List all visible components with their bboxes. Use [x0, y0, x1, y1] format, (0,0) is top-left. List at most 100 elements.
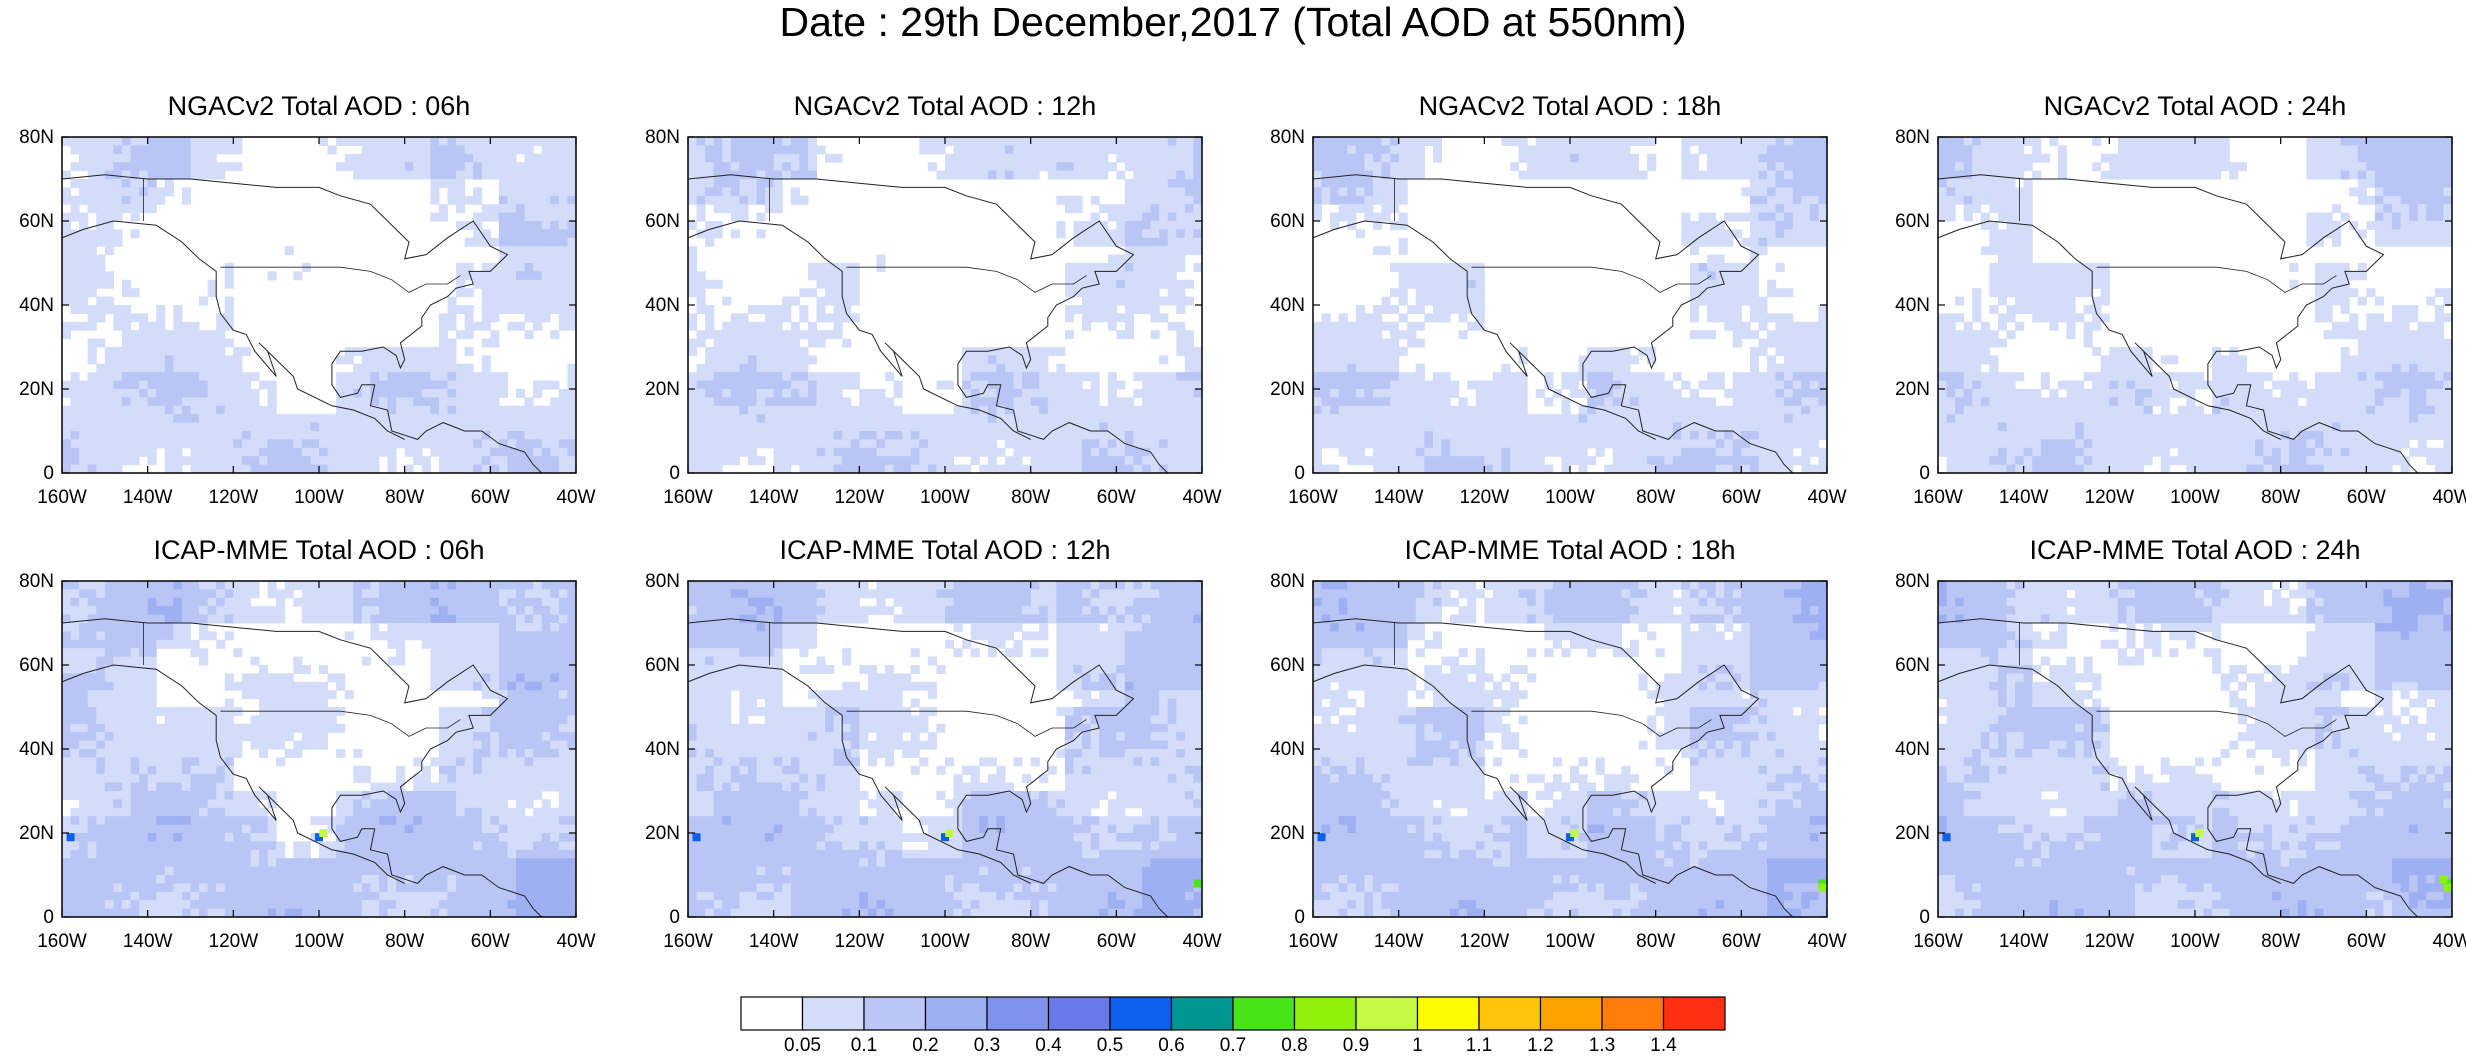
lat-tick-label: 0 [43, 907, 54, 928]
lat-tick-label: 0 [1919, 907, 1930, 928]
panel-title: NGACv2 Total AOD : 12h [793, 91, 1097, 121]
coastline [1313, 220, 1656, 440]
lon-tick-label: 160W [663, 931, 713, 952]
colorbar-box [1478, 996, 1542, 1031]
border-line [220, 266, 461, 293]
colorbar-label: 0.2 [912, 1035, 939, 1056]
colorbar-box [1232, 996, 1296, 1031]
figure-title: Date : 29th December,2017 (Total AOD at … [779, 0, 1687, 45]
lat-tick-label: 40N [1270, 295, 1305, 316]
lat-tick-label: 80N [1270, 571, 1305, 592]
lat-tick-label: 0 [1294, 907, 1305, 928]
lon-tick-label: 80W [1011, 487, 1050, 508]
lat-tick-label: 0 [669, 463, 680, 484]
lon-tick-label: 100W [2170, 931, 2220, 952]
coastline [1938, 174, 2419, 473]
lon-tick-label: 120W [1460, 487, 1510, 508]
border-line [846, 710, 1087, 737]
lat-tick-label: 60N [645, 655, 680, 676]
coastline [1313, 618, 1794, 917]
colorbar-label: 1.4 [1650, 1035, 1677, 1056]
map-panel: 80N 60N 40N 20N 0 160W 140W 120W 100W 80W 60W 40W [1895, 571, 2466, 952]
aod-field [62, 581, 576, 917]
lon-tick-label: 60W [471, 487, 510, 508]
border-line [2096, 710, 2337, 737]
colorbar-label: 0.6 [1158, 1035, 1185, 1056]
lat-tick-label: 20N [1895, 379, 1930, 400]
colorbar-box [1662, 996, 1726, 1031]
lat-tick-label: 20N [1895, 823, 1930, 844]
lat-tick-label: 80N [645, 571, 680, 592]
map-panel: 80N 60N 40N 20N 0 160W 140W 120W 100W 80W 60W 40W [645, 127, 1221, 508]
lon-tick-label: 80W [385, 487, 424, 508]
colorbar-box [1170, 996, 1234, 1031]
lon-tick-label: 120W [209, 931, 259, 952]
border-line [846, 266, 1087, 293]
aod-field [1313, 137, 1827, 473]
lon-tick-label: 100W [920, 931, 970, 952]
colorbar-label: 1.1 [1465, 1035, 1493, 1056]
lon-tick-label: 160W [663, 487, 713, 508]
lon-tick-label: 140W [1999, 487, 2049, 508]
lon-tick-label: 160W [1288, 931, 1338, 952]
colorbar-label: 0.9 [1342, 1035, 1370, 1056]
lat-tick-label: 20N [1270, 379, 1305, 400]
border-line [1471, 710, 1712, 737]
lon-tick-label: 80W [385, 931, 424, 952]
map-panel: 80N 60N 40N 20N 0 160W 140W 120W 100W 80W 60W 40W [19, 127, 595, 508]
aod-field [1938, 137, 2452, 473]
lon-tick-label: 120W [835, 931, 885, 952]
aod-field [688, 137, 1202, 473]
lat-tick-label: 80N [19, 571, 54, 592]
lat-tick-label: 80N [1895, 571, 1930, 592]
lon-tick-label: 80W [1636, 487, 1675, 508]
panel-title: NGACv2 Total AOD : 24h [2043, 91, 2347, 121]
map-panel: 80N 60N 40N 20N 0 160W 140W 120W 100W 80W 60W 40W [1270, 127, 1846, 508]
colorbar-label: 0.5 [1096, 1035, 1124, 1056]
colorbar-label: 0.3 [973, 1035, 1001, 1056]
aod-field [1938, 581, 2452, 917]
colorbar-box [1047, 996, 1111, 1031]
lat-tick-label: 60N [1270, 655, 1305, 676]
lat-tick-label: 20N [645, 379, 680, 400]
colorbar-label: 0.7 [1219, 1035, 1247, 1056]
lon-tick-label: 140W [749, 931, 799, 952]
lat-tick-label: 40N [1895, 295, 1930, 316]
lon-tick-label: 100W [920, 487, 970, 508]
colorbar-label: 1.2 [1527, 1035, 1554, 1056]
lat-tick-label: 40N [645, 739, 680, 760]
coastline [1938, 618, 2419, 917]
coastline [62, 664, 405, 884]
map-panel: 80N 60N 40N 20N 0 160W 140W 120W 100W 80W 60W 40W [1895, 127, 2466, 508]
colorbar-box [1416, 996, 1480, 1031]
panel-title: NGACv2 Total AOD : 06h [167, 91, 471, 121]
lat-tick-label: 0 [1294, 463, 1305, 484]
colorbar-box [1539, 996, 1603, 1031]
lon-tick-label: 120W [2085, 487, 2135, 508]
lon-tick-label: 160W [1913, 487, 1963, 508]
lon-tick-label: 80W [2261, 487, 2300, 508]
lon-tick-label: 140W [1374, 931, 1424, 952]
lon-tick-label: 160W [1913, 931, 1963, 952]
lat-tick-label: 40N [19, 295, 54, 316]
lon-tick-label: 120W [2085, 931, 2135, 952]
lat-tick-label: 0 [1919, 463, 1930, 484]
lon-tick-label: 160W [37, 931, 87, 952]
lon-tick-label: 60W [1722, 931, 1761, 952]
lat-tick-label: 40N [1895, 739, 1930, 760]
lat-tick-label: 40N [19, 739, 54, 760]
colorbar-box [1601, 996, 1665, 1031]
border-line [2096, 266, 2337, 293]
lat-tick-label: 60N [1895, 655, 1930, 676]
coastline [1313, 664, 1656, 884]
map-panel: 80N 60N 40N 20N 0 160W 140W 120W 100W 80W 60W 40W [645, 571, 1221, 952]
aod-field [688, 581, 1202, 917]
map-panel: 80N 60N 40N 20N 0 160W 140W 120W 100W 80W 60W 40W [19, 571, 595, 952]
lon-tick-label: 40W [2432, 487, 2466, 508]
coastline [62, 174, 543, 473]
lat-tick-label: 20N [645, 823, 680, 844]
border-line [1471, 266, 1712, 293]
lat-tick-label: 60N [19, 211, 54, 232]
colorbar-label: 0.4 [1035, 1035, 1062, 1056]
coastline [1313, 174, 1794, 473]
